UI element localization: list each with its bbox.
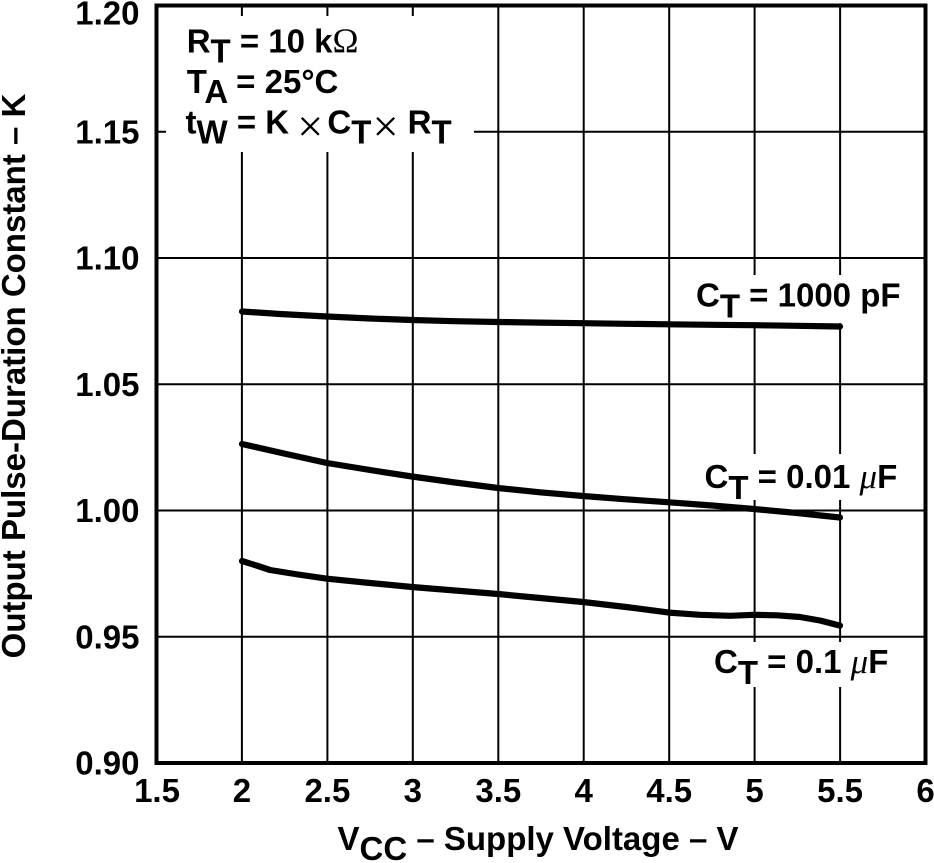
svg-text:3: 3 [404,772,422,809]
svg-text:5: 5 [745,772,763,809]
svg-text:2.5: 2.5 [304,772,350,809]
svg-text:1.00: 1.00 [75,492,139,529]
svg-text:1.20: 1.20 [75,0,139,32]
svg-text:0.95: 0.95 [75,618,139,655]
svg-text:3.5: 3.5 [475,772,521,809]
svg-text:6: 6 [916,772,934,809]
svg-text:VCC – Supply Voltage – V: VCC – Supply Voltage – V [338,820,739,863]
svg-text:0.90: 0.90 [75,745,139,782]
svg-text:Output Pulse-Duration Constant: Output Pulse-Duration Constant – K [0,94,32,659]
svg-text:1.15: 1.15 [75,113,139,150]
svg-text:1.5: 1.5 [134,772,180,809]
svg-text:1.05: 1.05 [75,366,139,403]
svg-text:1.10: 1.10 [75,240,139,277]
svg-text:5.5: 5.5 [817,772,863,809]
svg-text:4: 4 [575,772,594,809]
svg-text:2: 2 [233,772,251,809]
svg-text:4.5: 4.5 [646,772,692,809]
